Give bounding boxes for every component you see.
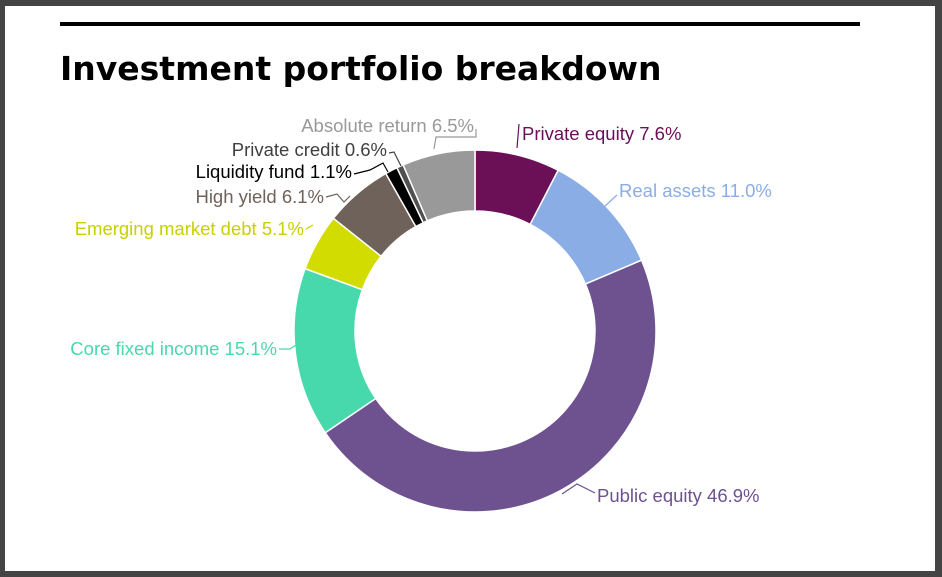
chart-title: Investment portfolio breakdown [60, 49, 662, 88]
leader-line [279, 344, 297, 350]
leader-line [388, 151, 402, 167]
leader-line [305, 224, 314, 230]
leader-line [602, 194, 618, 209]
slice-label: High yield 6.1% [195, 186, 324, 207]
leader-line [325, 193, 351, 203]
leader-line [353, 162, 389, 175]
slice-label: Liquidity fund 1.1% [196, 161, 352, 182]
leader-line [516, 123, 520, 149]
slice-label: Emerging market debt 5.1% [75, 218, 304, 239]
slice-absolute-return [402, 149, 476, 222]
slice-label: Real assets 11.0% [619, 180, 772, 201]
slice-label: Public equity 46.9% [597, 485, 760, 506]
slice-label: Private credit 0.6% [232, 139, 387, 160]
slice-label: Absolute return 6.5% [301, 115, 474, 136]
slice-label: Core fixed income 15.1% [70, 338, 277, 359]
leader-line [433, 129, 477, 150]
slice-public-equity [324, 259, 657, 513]
title-rule [60, 22, 860, 26]
leader-line [561, 483, 596, 495]
slice-label: Private equity 7.6% [522, 123, 681, 144]
